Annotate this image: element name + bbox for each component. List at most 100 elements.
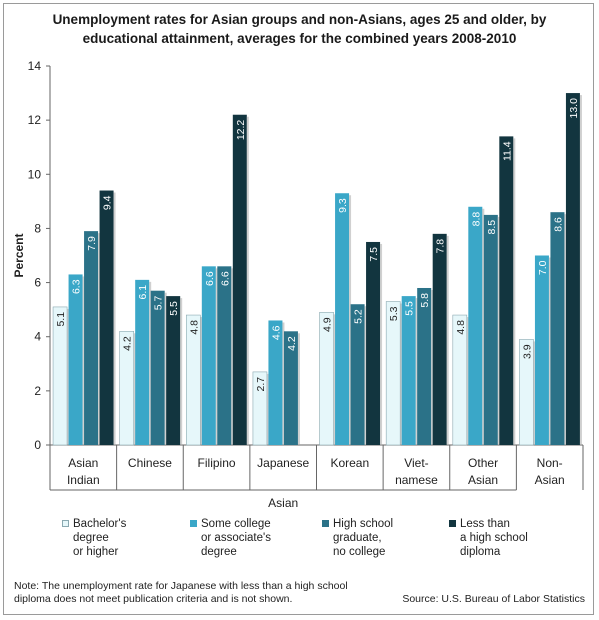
- group-label: Asian: [268, 496, 298, 510]
- bar-value-label: 7.5: [368, 247, 380, 262]
- bar: [417, 287, 432, 445]
- bar-value-label: 6.1: [137, 285, 149, 300]
- category-label: Asian: [468, 473, 498, 487]
- bar: [499, 136, 514, 445]
- bar: [217, 266, 232, 445]
- y-tick-label: 8: [34, 221, 41, 235]
- bar-value-label: 8.5: [486, 220, 498, 235]
- bar-shadow: [564, 214, 567, 445]
- bar-value-label: 11.4: [501, 141, 513, 161]
- bar-value-label: 9.3: [337, 198, 349, 213]
- bar: [150, 290, 165, 445]
- bar-value-label: 5.5: [168, 301, 180, 316]
- bar-value-label: 4.8: [188, 320, 200, 335]
- bar: [366, 241, 381, 445]
- bar-shadow: [266, 373, 269, 445]
- bar-value-label: 5.1: [55, 312, 67, 327]
- bar-value-label: 6.6: [204, 271, 216, 286]
- bar: [534, 255, 549, 445]
- bar-value-label: 5.5: [404, 301, 416, 316]
- bar-shadow: [231, 268, 234, 445]
- category-label: Asian: [68, 456, 98, 470]
- legend-swatch: [62, 520, 69, 527]
- bar-value-label: 9.4: [102, 195, 114, 210]
- bar-shadow: [431, 289, 434, 445]
- bar: [84, 231, 99, 445]
- bar-value-label: 4.9: [322, 317, 334, 332]
- bar-shadow: [497, 216, 500, 445]
- bar-shadow: [446, 235, 449, 445]
- category-label: namese: [395, 473, 438, 487]
- legend-swatch: [190, 520, 197, 527]
- bar: [468, 206, 483, 445]
- category-label: Chinese: [128, 456, 172, 470]
- bar-shadow: [200, 317, 203, 445]
- chart-note: Note: The unemployment rate for Japanese…: [14, 580, 348, 605]
- bar-shadow: [513, 138, 516, 445]
- bar-shadow: [297, 333, 300, 445]
- chart-title: Unemployment rates for Asian groups and …: [0, 10, 599, 48]
- legend-swatch: [449, 520, 456, 527]
- bar-value-label: 5.2: [353, 309, 365, 324]
- bar-shadow: [246, 116, 249, 445]
- bar: [401, 296, 416, 445]
- bar-value-label: 6.6: [219, 271, 231, 286]
- category-label: Asian: [535, 473, 565, 487]
- bar-value-label: 12.2: [235, 120, 247, 141]
- bar-shadow: [400, 303, 403, 445]
- bar-shadow: [164, 292, 167, 445]
- bar-shadow: [349, 195, 352, 445]
- bar: [135, 279, 150, 445]
- legend-label: Less than a high school diploma: [460, 518, 528, 558]
- chart-source: Source: U.S. Bureau of Labor Statistics: [402, 593, 585, 605]
- bar: [232, 114, 247, 445]
- y-axis-label: Percent: [12, 233, 26, 277]
- legend-item: Less than a high school diploma: [449, 517, 528, 559]
- category-label: Filipino: [198, 456, 236, 470]
- y-tick-label: 0: [34, 438, 41, 452]
- bar-shadow: [548, 257, 551, 445]
- bar-value-label: 8.8: [470, 212, 482, 227]
- legend-label: High school graduate, no college: [333, 518, 394, 558]
- bar: [550, 212, 565, 445]
- legend-item: Bachelor's degree or higher: [62, 517, 126, 559]
- bar: [68, 274, 83, 445]
- legend-item: High school graduate, no college: [322, 517, 393, 559]
- bar-shadow: [364, 306, 367, 445]
- bar: [99, 190, 114, 445]
- bar-value-label: 6.3: [71, 279, 83, 294]
- legend-swatch: [322, 520, 329, 527]
- bar-value-label: 2.7: [255, 377, 267, 392]
- legend-label: Some college or associate's degree: [201, 518, 271, 558]
- category-label: Japanese: [257, 456, 309, 470]
- bar: [52, 306, 68, 446]
- bar-value-label: 5.7: [153, 296, 165, 311]
- chart-title-line-1: Unemployment rates for Asian groups and …: [52, 12, 547, 27]
- bar: [201, 266, 216, 445]
- chart-title-line-2: educational attainment, averages for the…: [82, 31, 517, 46]
- bar: [385, 301, 401, 446]
- bar-shadow: [380, 243, 383, 445]
- bar-value-label: 5.8: [419, 293, 431, 308]
- bar: [335, 193, 350, 445]
- bar: [565, 93, 580, 446]
- bar-value-label: 3.9: [521, 344, 533, 359]
- bar-shadow: [579, 95, 582, 446]
- category-label: Indian: [67, 473, 100, 487]
- category-label: Other: [468, 456, 498, 470]
- bar-value-label: 4.2: [122, 336, 134, 351]
- bar-value-label: 4.6: [270, 325, 282, 340]
- bar: [283, 331, 298, 445]
- bar-value-label: 4.2: [286, 336, 298, 351]
- bar-shadow: [482, 208, 485, 445]
- bar-shadow: [466, 317, 469, 445]
- bar-shadow: [533, 341, 536, 445]
- legend-item: Some college or associate's degree: [190, 517, 271, 559]
- y-tick-label: 4: [34, 330, 41, 344]
- y-tick-label: 6: [34, 276, 41, 290]
- bar: [268, 320, 283, 445]
- bar-value-label: 5.3: [388, 306, 400, 321]
- bar-shadow: [333, 314, 336, 445]
- bar-shadow: [67, 308, 70, 445]
